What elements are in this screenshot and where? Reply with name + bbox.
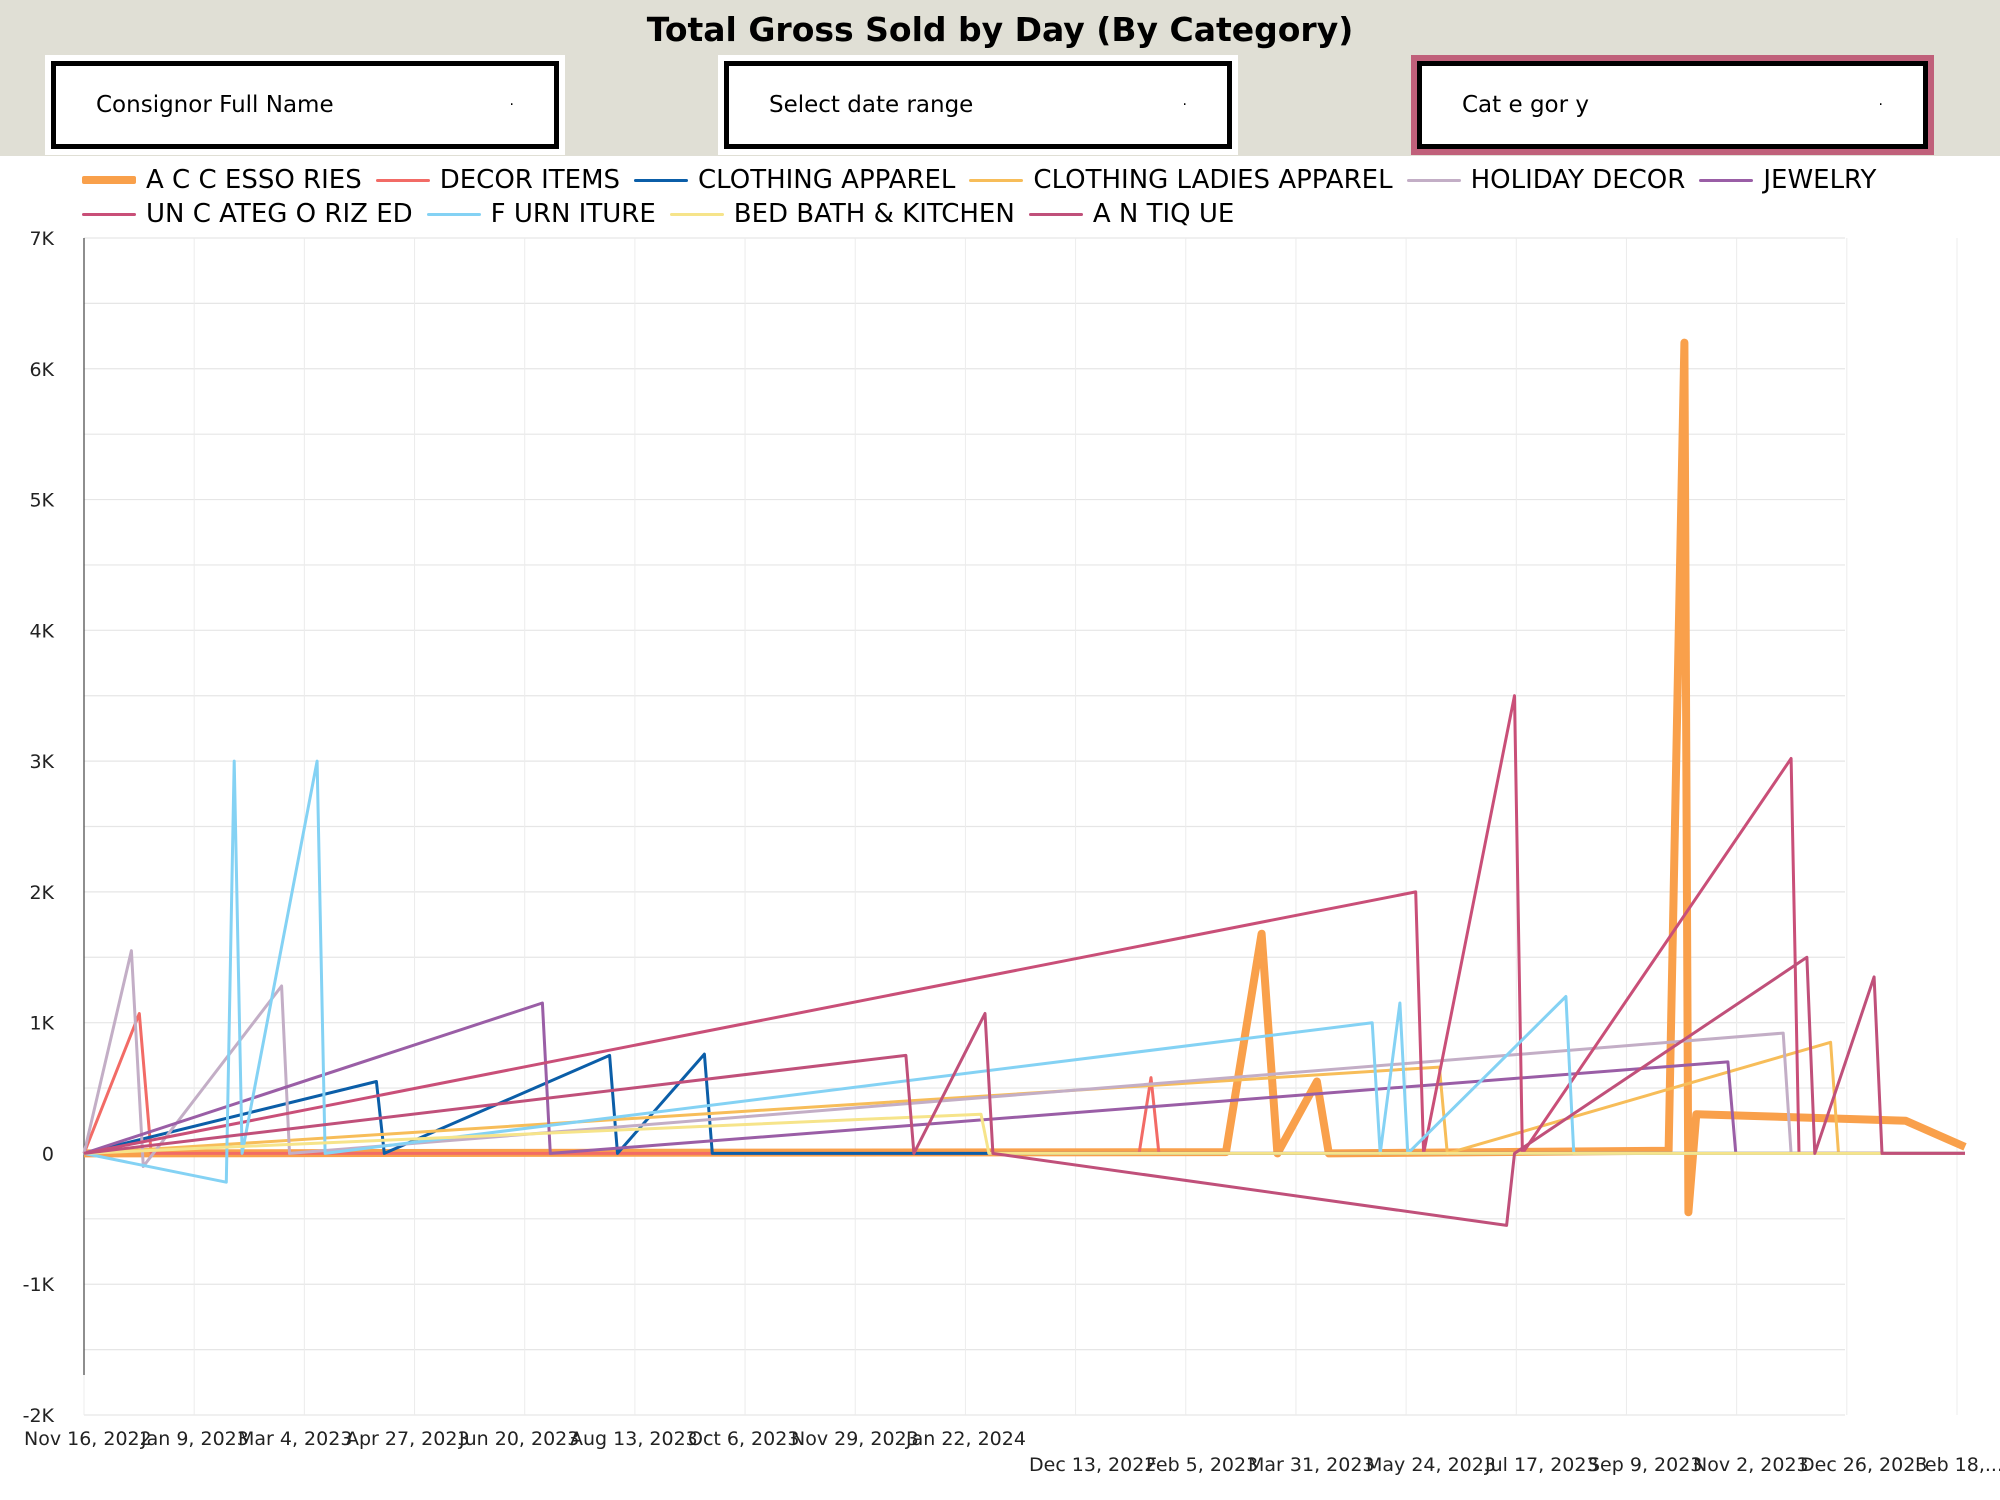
x-tick-label: Apr 27, 2023 (346, 1428, 470, 1450)
series-line (83, 1112, 1965, 1155)
x-tick-label: Dec 26, 2023 (1800, 1454, 1927, 1476)
y-tick-label: 4K (29, 620, 54, 642)
legend-swatch (1406, 178, 1461, 182)
x-tick-label: May 24, 2023 (1366, 1454, 1496, 1476)
chart-legend-row-1: A C C ESSO RIES DECOR ITEMS CLOTHING APPAR… (82, 165, 1890, 195)
legend-swatch (669, 212, 724, 216)
legend-label: DECOR ITEMS (439, 165, 621, 195)
legend-label: A N TIQ UE (1092, 199, 1235, 229)
legend-item[interactable]: DECOR ITEMS (375, 165, 621, 195)
legend-label: F URN ITURE (490, 199, 656, 229)
legend-label: UN C ATEG O RIZ ED (146, 199, 413, 229)
y-tick-label: 6K (29, 359, 54, 381)
x-tick-label: Jun 20, 2023 (458, 1428, 579, 1450)
series-line (82, 1012, 1965, 1155)
legend-item[interactable]: UN C ATEG O RIZ ED (82, 199, 413, 229)
legend-label: CLOTHING APPAREL (698, 165, 956, 195)
chevron-down-icon[interactable]: · (509, 97, 514, 113)
legend-item[interactable]: CLOTHING LADIES APPAREL (969, 165, 1393, 195)
legend-item[interactable]: F URN ITURE (426, 199, 656, 229)
legend-item[interactable]: CLOTHING APPAREL (634, 165, 955, 195)
legend-item[interactable]: A N TIQ UE (1028, 199, 1235, 229)
x-tick-label: Nov 29, 2023 (791, 1428, 919, 1450)
series-line (83, 338, 1967, 1217)
y-tick-label: 3K (29, 751, 54, 773)
category-filter-label: Cat e gor y (1462, 92, 1589, 118)
legend-item[interactable]: HOLIDAY DECOR (1406, 165, 1686, 195)
x-tick-label: Oct 6, 2023 (688, 1428, 799, 1450)
legend-swatch (82, 176, 136, 184)
date-range-filter[interactable]: Select date range · (718, 55, 1238, 155)
x-tick-label: Nov 2, 2023 (1693, 1454, 1809, 1476)
legend-swatch (426, 212, 481, 216)
y-tick-label: 7K (29, 228, 54, 250)
category-filter[interactable]: Cat e gor y · (1411, 55, 1934, 155)
legend-swatch (1028, 212, 1083, 216)
x-tick-label: Mar 4, 2023 (238, 1428, 352, 1450)
consignor-filter-label: Consignor Full Name (96, 92, 334, 118)
consignor-filter[interactable]: Consignor Full Name · (45, 55, 565, 155)
x-tick-label: Aug 13, 2023 (570, 1428, 698, 1450)
legend-swatch (634, 178, 689, 182)
x-tick-label: Feb 5, 2023 (1146, 1454, 1258, 1476)
legend-swatch (82, 212, 136, 216)
legend-item[interactable]: JEWELRY (1699, 165, 1876, 195)
legend-label: HOLIDAY DECOR (1470, 165, 1686, 195)
page-title: Total Gross Sold by Day (By Category) (646, 10, 1354, 49)
series-line (83, 1052, 1965, 1155)
y-tick-label: -2K (23, 1405, 55, 1427)
x-tick-label: Jan 9, 2023 (140, 1428, 249, 1450)
series-line (83, 759, 1965, 1184)
series-line (83, 1001, 1965, 1155)
legend-item[interactable]: BED BATH & KITCHEN (669, 199, 1015, 229)
legend-label: BED BATH & KITCHEN (733, 199, 1015, 229)
legend-item[interactable]: A C C ESSO RIES (82, 165, 362, 195)
legend-label: CLOTHING LADIES APPAREL (1033, 165, 1393, 195)
series-line (83, 1040, 1965, 1155)
series-line (82, 949, 1965, 1168)
y-tick-label: 0 (42, 1143, 54, 1165)
date-range-filter-label: Select date range (769, 92, 974, 118)
x-tick-label: Mar 31, 2023 (1248, 1454, 1375, 1476)
x-tick-label: Feb 18,... (1915, 1454, 2000, 1476)
legend-swatch (375, 178, 430, 182)
x-tick-label: Nov 16, 2022 (24, 1428, 152, 1450)
x-tick-label: Jul 17, 2023 (1484, 1454, 1599, 1476)
chevron-down-icon[interactable]: · (1878, 97, 1883, 113)
legend-swatch (969, 178, 1024, 182)
y-tick-label: 5K (29, 490, 54, 512)
y-tick-label: -1K (23, 1274, 55, 1296)
legend-label: A C C ESSO RIES (146, 165, 362, 195)
x-tick-label: Dec 13, 2022 (1029, 1454, 1156, 1476)
chart-legend-row-2: UN C ATEG O RIZ ED F URN ITURE BED BATH & … (82, 199, 1248, 229)
x-tick-label: Jan 22, 2024 (905, 1428, 1026, 1450)
y-tick-label: 2K (29, 882, 54, 904)
x-tick-label: Sep 9, 2023 (1588, 1454, 1702, 1476)
chevron-down-icon[interactable]: · (1182, 97, 1187, 113)
series-line (83, 694, 1965, 1155)
legend-label: JEWELRY (1763, 165, 1877, 195)
series-line (83, 955, 1965, 1227)
y-tick-label: 1K (29, 1013, 54, 1035)
legend-swatch (1699, 178, 1754, 182)
